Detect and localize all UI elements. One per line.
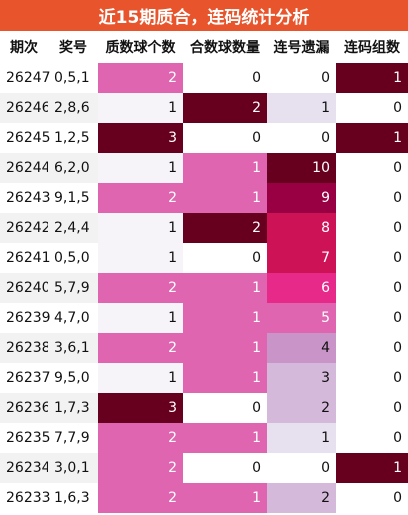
text-cell: 26247 <box>6 70 51 86</box>
heat-cell: 2 <box>267 483 336 513</box>
text-cell: 5,7,9 <box>48 273 98 303</box>
heat-cell: 2 <box>98 63 183 93</box>
heat-cell: 0 <box>267 123 336 153</box>
heat-cell: 1 <box>183 153 267 183</box>
heat-cell: 0 <box>336 93 408 123</box>
text-cell: 1,6,3 <box>54 490 90 506</box>
heat-cell: 1 <box>98 303 183 333</box>
heat-cell: 7 <box>267 243 336 273</box>
heat-cell: 5 <box>267 303 336 333</box>
heat-cell: 0 <box>267 453 336 483</box>
text-cell: 26241 <box>6 250 51 266</box>
heat-cell: 0 <box>336 213 408 243</box>
heat-cell: 0 <box>183 63 267 93</box>
text-cell: 26243 <box>6 190 51 206</box>
heat-cell: 1 <box>183 273 267 303</box>
heat-cell: 0 <box>336 243 408 273</box>
heat-cell: 4 <box>267 333 336 363</box>
heat-cell: 6 <box>267 273 336 303</box>
heat-cell: 2 <box>98 273 183 303</box>
column-header: 合数球数量 <box>190 40 260 56</box>
heat-cell: 2 <box>267 393 336 423</box>
heat-cell: 2 <box>98 483 183 513</box>
heat-cell: 2 <box>98 453 183 483</box>
text-cell: 26236 <box>0 393 51 423</box>
heat-cell: 0 <box>336 333 408 363</box>
text-cell: 2,4,4 <box>48 213 98 243</box>
text-cell: 26245 <box>6 130 51 146</box>
heat-cell: 1 <box>336 453 408 483</box>
heat-cell: 1 <box>98 213 183 243</box>
text-cell: 26244 <box>0 153 51 183</box>
heat-cell: 2 <box>98 423 183 453</box>
text-cell: 6,2,0 <box>48 153 98 183</box>
heat-cell: 1 <box>183 423 267 453</box>
column-header: 连号遗漏 <box>273 40 330 56</box>
heat-cell: 0 <box>267 63 336 93</box>
text-cell: 9,1,5 <box>54 190 90 206</box>
heat-cell: 0 <box>183 393 267 423</box>
heat-cell: 0 <box>336 153 408 183</box>
text-cell: 3,6,1 <box>48 333 98 363</box>
heat-cell: 1 <box>183 303 267 333</box>
text-cell: 1,7,3 <box>48 393 98 423</box>
text-cell: 7,7,9 <box>54 430 90 446</box>
heat-cell: 1 <box>183 483 267 513</box>
heat-cell: 0 <box>183 453 267 483</box>
heat-cell: 1 <box>336 123 408 153</box>
heat-cell: 2 <box>183 93 267 123</box>
heat-cell: 1 <box>267 423 336 453</box>
heat-cell: 2 <box>98 333 183 363</box>
heat-cell: 0 <box>336 363 408 393</box>
heat-cell: 1 <box>98 363 183 393</box>
column-header: 连码组数 <box>344 40 400 56</box>
heat-cell: 10 <box>267 153 336 183</box>
column-header: 奖号 <box>59 40 87 56</box>
heat-cell: 0 <box>336 273 408 303</box>
heat-cell: 3 <box>98 123 183 153</box>
heat-cell: 1 <box>336 63 408 93</box>
text-cell: 26233 <box>6 490 51 506</box>
heat-cell: 9 <box>267 183 336 213</box>
heat-cell: 0 <box>336 483 408 513</box>
heat-cell: 1 <box>98 93 183 123</box>
table: 期次 奖号 质数球个数 合数球数量 连号遗漏 连码组数 26247 0,5,1 2 0 0 1 2624… <box>0 31 408 513</box>
text-cell: 1,2,5 <box>54 130 90 146</box>
text-cell: 26240 <box>0 273 51 303</box>
heat-cell: 1 <box>183 183 267 213</box>
heat-cell: 1 <box>267 93 336 123</box>
heat-cell: 0 <box>183 243 267 273</box>
text-cell: 26246 <box>0 93 51 123</box>
heat-cell: 0 <box>336 393 408 423</box>
heat-cell: 0 <box>336 183 408 213</box>
heat-cell: 1 <box>98 153 183 183</box>
text-cell: 26235 <box>6 430 51 446</box>
text-cell: 2,8,6 <box>48 93 98 123</box>
heat-cell: 3 <box>267 363 336 393</box>
text-cell: 3,0,1 <box>48 453 98 483</box>
heat-cell: 3 <box>98 393 183 423</box>
text-cell: 4,7,0 <box>54 310 90 326</box>
text-cell: 26242 <box>0 213 51 243</box>
text-cell: 26237 <box>6 370 51 386</box>
text-cell: 26239 <box>6 310 51 326</box>
text-cell: 26238 <box>0 333 51 363</box>
heat-cell: 0 <box>336 303 408 333</box>
heat-cell: 1 <box>98 243 183 273</box>
heat-cell: 2 <box>183 213 267 243</box>
heat-cell: 8 <box>267 213 336 243</box>
heat-cell: 0 <box>183 123 267 153</box>
text-cell: 9,5,0 <box>54 370 90 386</box>
text-cell: 0,5,1 <box>54 70 90 86</box>
text-cell: 26234 <box>0 453 51 483</box>
heat-cell: 1 <box>183 333 267 363</box>
text-cell: 0,5,0 <box>54 250 90 266</box>
heat-cell: 0 <box>336 423 408 453</box>
column-header: 质数球个数 <box>105 40 176 56</box>
title: 近15期质合，连码统计分析 <box>0 0 408 31</box>
column-header: 期次 <box>10 40 38 56</box>
heat-cell: 1 <box>183 363 267 393</box>
heat-cell: 2 <box>98 183 183 213</box>
